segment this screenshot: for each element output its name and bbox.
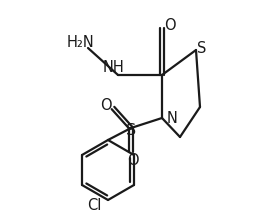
Text: O: O — [127, 153, 139, 168]
Text: O: O — [164, 17, 176, 32]
Text: N: N — [167, 110, 177, 125]
Text: H₂N: H₂N — [66, 34, 94, 50]
Text: S: S — [197, 41, 207, 56]
Text: O: O — [100, 97, 112, 112]
Text: Cl: Cl — [87, 198, 101, 213]
Text: S: S — [126, 123, 136, 138]
Text: NH: NH — [103, 60, 125, 75]
